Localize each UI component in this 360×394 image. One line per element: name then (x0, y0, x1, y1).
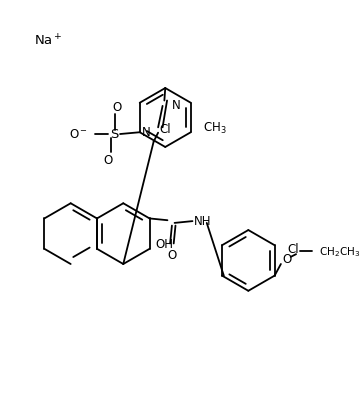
Text: O: O (283, 253, 292, 266)
Text: Na$^+$: Na$^+$ (34, 33, 63, 48)
Text: O: O (112, 101, 121, 114)
Text: N: N (142, 126, 151, 139)
Text: OH: OH (155, 238, 173, 251)
Text: Cl: Cl (159, 123, 171, 136)
Text: CH$_3$: CH$_3$ (203, 121, 227, 136)
Text: Cl: Cl (287, 243, 299, 256)
Text: O: O (167, 249, 176, 262)
Text: O$^-$: O$^-$ (69, 128, 88, 141)
Text: CH$_2$CH$_3$: CH$_2$CH$_3$ (319, 245, 360, 259)
Text: N: N (171, 99, 180, 112)
Text: O: O (103, 154, 112, 167)
Text: S: S (111, 128, 119, 141)
Text: NH: NH (194, 215, 212, 228)
